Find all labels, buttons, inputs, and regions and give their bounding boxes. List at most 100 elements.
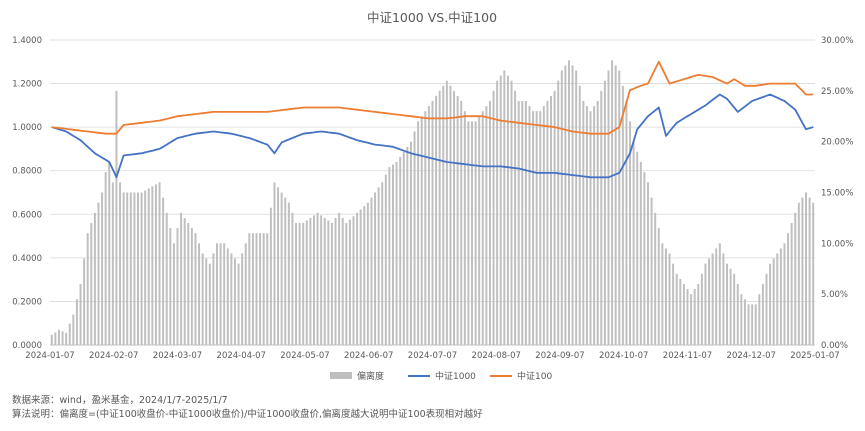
deviation-bar [190,228,193,345]
deviation-bar [287,202,290,345]
x-tick-label: 2024-10-07 [599,351,648,361]
deviation-bar [309,217,312,345]
deviation-bar [327,220,330,345]
deviation-bar [751,304,754,345]
deviation-bar [632,141,635,345]
deviation-bar [524,101,527,345]
deviation-bar [79,284,82,345]
deviation-bar [277,187,280,345]
deviation-bar [61,331,64,345]
deviation-bar [704,263,707,345]
y-right-tick-label: 0.00% [821,341,848,351]
deviation-bar [539,111,542,346]
deviation-bar [499,75,502,345]
deviation-bar [151,186,154,345]
deviation-bar [54,332,57,345]
legend-label-csi100: 中证100 [517,370,552,382]
deviation-bar [664,248,667,345]
deviation-bar [295,223,298,345]
deviation-bar [330,223,333,345]
deviation-bar [607,70,610,345]
deviation-bar [564,65,567,346]
x-tick-label: 2024-08-07 [472,351,521,361]
deviation-bar [546,101,549,345]
deviation-bar [675,273,678,345]
deviation-bar [715,248,718,345]
deviation-bar [83,258,86,345]
deviation-bar [629,121,632,345]
deviation-bar [478,116,481,345]
algorithm-note: 算法说明：偏离度=(中证100收盘价-中证1000收盘价)/中证1000收盘价,… [12,409,483,420]
deviation-bar [697,284,700,345]
deviation-bar [650,197,653,345]
deviation-bar [183,217,186,345]
deviation-bar [550,95,553,346]
y-left-tick-label: 0.4000 [12,254,42,264]
deviation-bar [420,116,423,345]
deviation-bar [187,223,190,345]
deviation-bar [779,248,782,345]
deviation-bar [424,111,427,346]
deviation-bar [413,131,416,345]
deviation-bar [794,212,797,345]
x-tick-label: 2024-09-07 [535,351,584,361]
deviation-bar [223,243,226,345]
deviation-bar [585,106,588,345]
deviation-bar [427,106,430,345]
x-tick-label: 2024-01-07 [25,351,74,361]
deviation-bar [406,146,409,345]
deviation-bar [460,101,463,345]
deviation-bar [255,233,258,345]
y-right-tick-label: 25.00% [821,87,853,97]
deviation-bar [639,162,642,345]
deviation-bar [449,85,452,345]
deviation-bar [668,253,671,345]
deviation-bar [575,70,578,345]
deviation-bar [621,85,624,345]
deviation-bar [165,212,168,345]
y-left-tick-label: 0.6000 [12,210,42,220]
deviation-bar [510,80,513,346]
deviation-bar [366,202,369,345]
deviation-bar [754,304,757,345]
deviation-bar [266,233,269,345]
y-left-tick-label: 1.0000 [12,123,42,133]
x-tick-label: 2024-02-07 [89,351,138,361]
legend: 偏离度 中证1000 中证100 [330,370,552,382]
deviation-bar [381,182,384,345]
deviation-bar [65,332,68,345]
y-left-tick-label: 1.2000 [12,80,42,90]
deviation-bar [542,106,545,345]
deviation-bar [75,299,78,345]
deviation-bar [765,273,768,345]
deviation-bar [198,243,201,345]
deviation-bar [711,253,714,345]
deviation-bar [284,197,287,345]
deviation-bar [442,85,445,345]
deviation-bar [589,111,592,346]
deviation-bar [244,243,247,345]
deviation-bar [251,233,254,345]
deviation-bar [718,243,721,345]
deviation-bar [481,111,484,346]
x-tick-label: 2024-03-07 [153,351,202,361]
deviation-bar [787,233,790,345]
deviation-bar [158,182,161,345]
deviation-bar [237,263,240,345]
deviation-bar [636,151,639,345]
deviation-bar [208,263,211,345]
x-tick-label: 2024-04-07 [217,351,266,361]
deviation-bar [122,192,125,345]
axes: 0.0000 0.2000 0.4000 0.6000 0.8000 1.0000 1.20… [12,36,853,361]
deviation-bar [176,228,179,345]
deviation-bar [205,258,208,345]
deviation-bar [435,95,438,346]
deviation-bar [50,334,53,345]
deviation-bar [363,206,366,345]
deviation-bar [392,164,394,345]
deviation-bar [557,80,560,346]
deviation-bar [395,162,398,345]
deviation-bar [521,101,524,345]
deviation-bar [567,60,570,345]
